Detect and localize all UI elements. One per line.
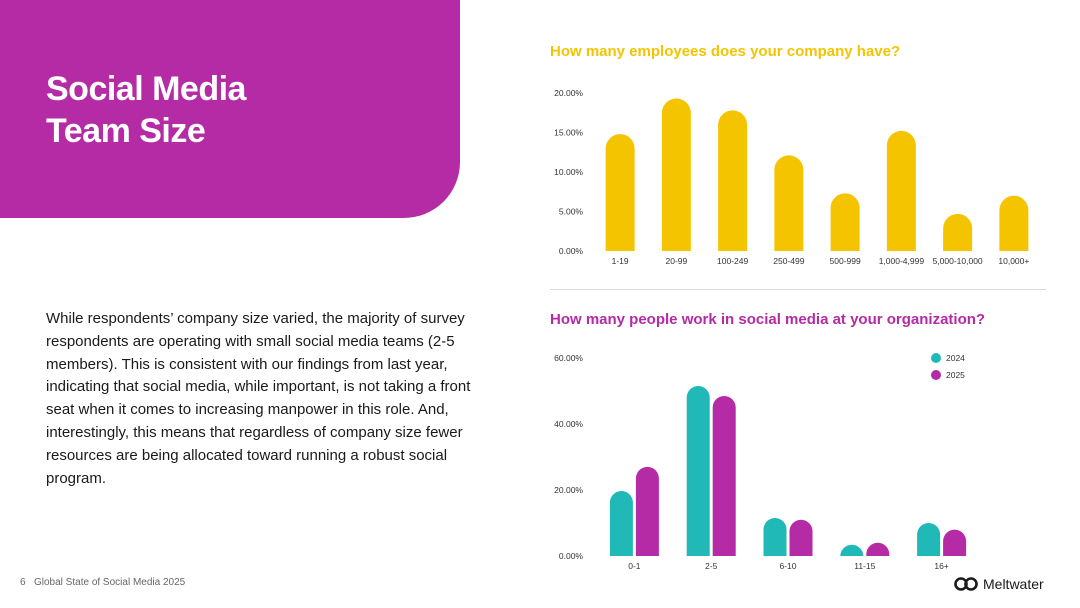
bar: [886, 130, 916, 251]
title-block: Social Media Team Size: [0, 0, 460, 218]
body-paragraph: While respondents’ company size varied, …: [46, 310, 471, 487]
footer-page-number: 6: [20, 577, 26, 588]
x-tick-label: 0-1: [628, 561, 641, 571]
x-tick-label: 1-19: [612, 256, 629, 266]
x-tick-label: 100-249: [717, 256, 748, 266]
bar-2024: [609, 490, 633, 556]
bar: [999, 195, 1029, 251]
footer-report-name: Global State of Social Media 2025: [34, 577, 186, 588]
x-tick-label: 20-99: [666, 256, 688, 266]
bar: [661, 98, 691, 251]
bar-2025: [789, 519, 813, 556]
y-tick-label: 60.00%: [554, 353, 583, 363]
employees-bar-chart: 0.00% 5.00% 10.00% 15.00% 20.00% 1-19 20-99 100…: [554, 88, 1029, 266]
x-tick-label: 5,000-10,000: [933, 256, 983, 266]
y-tick-label: 5.00%: [559, 207, 584, 217]
bar-2025: [866, 542, 890, 556]
x-tick-label: 500-999: [830, 256, 861, 266]
chart2-title: How many people work in social media at …: [550, 311, 986, 328]
chart-divider: [550, 289, 1046, 290]
legend-marker: [931, 353, 941, 363]
bar: [718, 110, 748, 251]
legend-label: 2024: [946, 353, 965, 363]
x-tick-label: 11-15: [854, 561, 875, 571]
x-tick-label: 16+: [934, 561, 948, 571]
bar-2025: [635, 466, 659, 556]
y-tick-label: 0.00%: [559, 246, 584, 256]
logo-text: Meltwater: [983, 576, 1044, 592]
x-tick-label: 6-10: [779, 561, 796, 571]
bar: [774, 155, 804, 251]
x-tick-label: 1,000-4,999: [879, 256, 925, 266]
x-tick-label: 250-499: [773, 256, 804, 266]
bar-2024: [763, 518, 787, 556]
y-tick-label: 40.00%: [554, 419, 583, 429]
y-tick-label: 0.00%: [559, 551, 584, 561]
x-tick-label: 2-5: [705, 561, 718, 571]
meltwater-logo: Meltwater: [953, 574, 1044, 594]
legend-label: 2025: [946, 370, 965, 380]
bar-2025: [943, 529, 967, 556]
legend-marker: [931, 370, 941, 380]
y-tick-label: 15.00%: [554, 128, 583, 138]
bar-2025: [712, 395, 736, 556]
y-tick-label: 10.00%: [554, 167, 583, 177]
meltwater-logo-icon: [954, 577, 978, 591]
bar: [605, 134, 635, 251]
bar-2024: [840, 544, 864, 556]
bar-2024: [686, 386, 710, 556]
y-tick-label: 20.00%: [554, 88, 583, 98]
chart1-title: How many employees does your company hav…: [550, 43, 901, 60]
y-tick-label: 20.00%: [554, 485, 583, 495]
x-tick-label: 10,000+: [998, 256, 1029, 266]
page-title: Social Media Team Size: [46, 70, 246, 150]
bar-2024: [917, 523, 941, 556]
bar: [943, 213, 973, 251]
bar: [830, 193, 860, 251]
